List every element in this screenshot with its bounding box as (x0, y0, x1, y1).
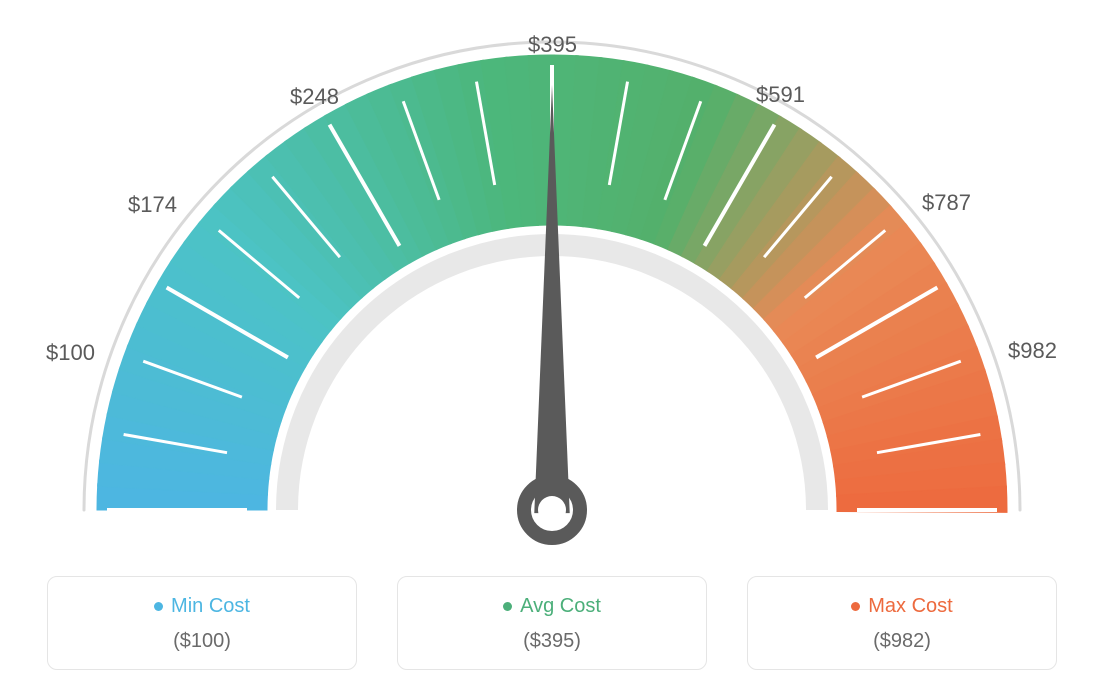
gauge-tick-label: $248 (290, 84, 339, 110)
gauge-tick-label: $787 (922, 190, 971, 216)
legend-avg-box: Avg Cost ($395) (397, 576, 707, 670)
legend-avg-dot (503, 602, 512, 611)
legend-max-label: Max Cost (868, 595, 952, 618)
legend-min-label: Min Cost (171, 595, 250, 618)
legend-min-dot (154, 602, 163, 611)
gauge-svg (0, 20, 1104, 580)
legend-max-box: Max Cost ($982) (747, 576, 1057, 670)
legend-max-title: Max Cost (851, 595, 952, 618)
gauge-tick-label: $591 (756, 82, 805, 108)
legend-avg-title: Avg Cost (503, 595, 601, 618)
legend-max-value: ($982) (758, 630, 1046, 653)
gauge-tick-label: $982 (1008, 338, 1057, 364)
gauge-tick-label: $174 (128, 192, 177, 218)
legend-avg-value: ($395) (408, 630, 696, 653)
legend-row: Min Cost ($100) Avg Cost ($395) Max Cost… (0, 576, 1104, 670)
gauge-tick-label: $100 (46, 340, 95, 366)
legend-max-dot (851, 602, 860, 611)
cost-gauge: $100 $174 $248 $395 $591 $787 $982 (0, 0, 1104, 560)
legend-min-box: Min Cost ($100) (47, 576, 357, 670)
legend-min-title: Min Cost (154, 595, 250, 618)
gauge-tick-label: $395 (528, 32, 577, 58)
legend-min-value: ($100) (58, 630, 346, 653)
legend-avg-label: Avg Cost (520, 595, 601, 618)
